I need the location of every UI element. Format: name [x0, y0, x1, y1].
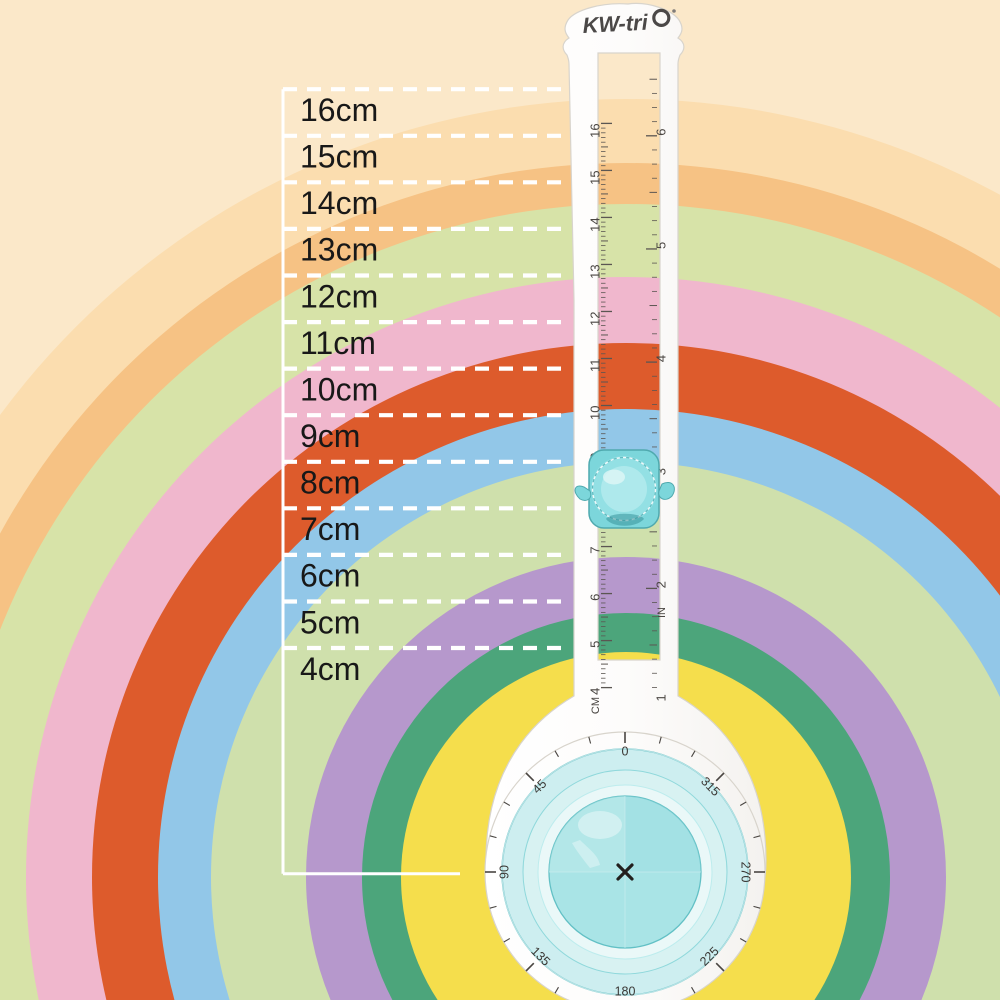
svg-text:12: 12: [587, 312, 602, 326]
svg-text:6: 6: [653, 129, 668, 136]
svg-text:13: 13: [587, 264, 602, 278]
svg-text:14: 14: [587, 217, 602, 231]
svg-text:2: 2: [653, 581, 668, 588]
svg-text:11: 11: [587, 359, 602, 373]
svg-text:10: 10: [587, 406, 602, 420]
svg-text:0: 0: [622, 744, 629, 758]
svg-text:CM: CM: [590, 697, 602, 714]
svg-text:270: 270: [739, 862, 753, 883]
svg-text:90: 90: [497, 865, 511, 879]
svg-text:IN: IN: [656, 607, 668, 618]
svg-text:5: 5: [653, 242, 668, 249]
svg-text:1: 1: [653, 694, 668, 701]
svg-text:4: 4: [587, 688, 602, 695]
svg-text:KW-tri: KW-tri: [582, 10, 649, 38]
svg-text:15: 15: [587, 170, 602, 184]
svg-text:16: 16: [587, 123, 602, 137]
svg-text:180: 180: [615, 984, 636, 998]
svg-text:7: 7: [587, 547, 602, 554]
svg-text:6: 6: [587, 594, 602, 601]
svg-text:4: 4: [653, 355, 668, 362]
svg-text:5: 5: [587, 641, 602, 648]
